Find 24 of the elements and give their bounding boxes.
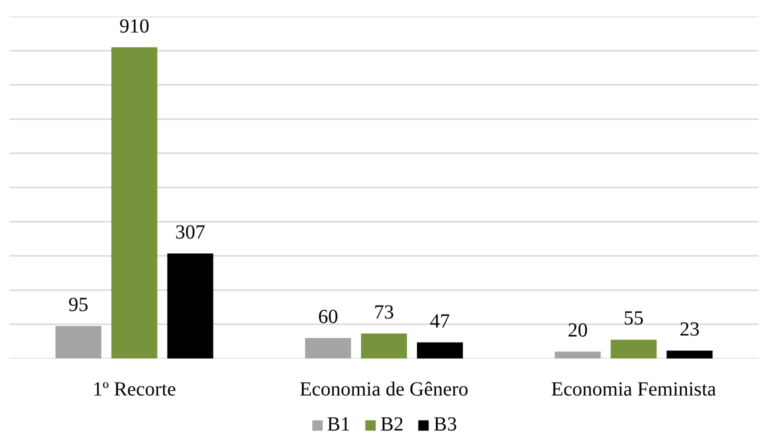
bar [55, 326, 102, 358]
x-tick-label: Economia Feminista [551, 378, 716, 400]
data-label: 55 [624, 308, 644, 330]
bar [610, 340, 657, 358]
bar [416, 342, 463, 358]
bar [554, 352, 601, 358]
data-label: 20 [568, 320, 588, 342]
legend-label: B2 [380, 414, 404, 436]
data-label: 307 [175, 222, 206, 244]
bar [666, 350, 713, 358]
bar [111, 47, 158, 358]
data-label: 47 [430, 310, 450, 332]
data-label: 23 [680, 318, 700, 341]
x-tick-label: Economia de Gênero [300, 378, 468, 400]
data-label: 95 [68, 294, 88, 316]
legend-label: B3 [434, 414, 458, 436]
x-tick-label: 1º Recorte [92, 378, 176, 400]
bar [167, 254, 214, 358]
bar [305, 338, 352, 358]
legend-label: B1 [326, 414, 350, 436]
data-label: 910 [119, 15, 150, 38]
data-label: 73 [374, 302, 394, 324]
bar [361, 334, 407, 358]
data-label: 60 [318, 306, 338, 328]
